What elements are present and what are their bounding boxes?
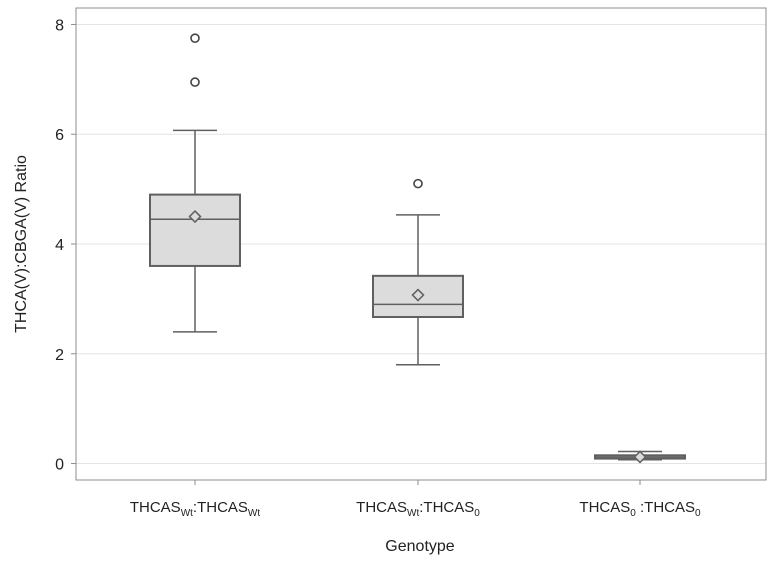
y-axis-label: THCA(V):CBGA(V) Ratio: [13, 155, 30, 333]
box-group: [149, 33, 241, 333]
y-tick-label: 4: [55, 237, 64, 254]
x-category-label: THCAS0 :THCAS0: [579, 499, 701, 519]
box-group: [372, 178, 464, 366]
y-tick-label: 0: [55, 457, 64, 474]
mean-marker: [411, 288, 425, 302]
x-axis-categories: THCASWt:THCASWt THCASWt:THCAS0 THCAS0 :THC…: [130, 499, 701, 519]
mean-marker: [633, 450, 647, 464]
outlier-point: [190, 77, 200, 87]
box-series: [149, 33, 686, 464]
outlier-point: [413, 178, 423, 189]
y-tick-label: 2: [55, 347, 64, 364]
box-group: [594, 450, 686, 464]
x-axis-label: Genotype: [385, 538, 454, 555]
x-category-label: THCASWt:THCAS0: [356, 499, 480, 519]
y-axis-ticks: 0 2 4 6 8: [55, 17, 641, 485]
mean-marker: [188, 209, 202, 224]
y-tick-label: 8: [55, 17, 64, 34]
outlier-point: [190, 33, 200, 43]
x-category-label: THCASWt:THCASWt: [130, 499, 261, 519]
y-tick-label: 6: [55, 127, 64, 144]
iqr-box: [149, 193, 241, 267]
